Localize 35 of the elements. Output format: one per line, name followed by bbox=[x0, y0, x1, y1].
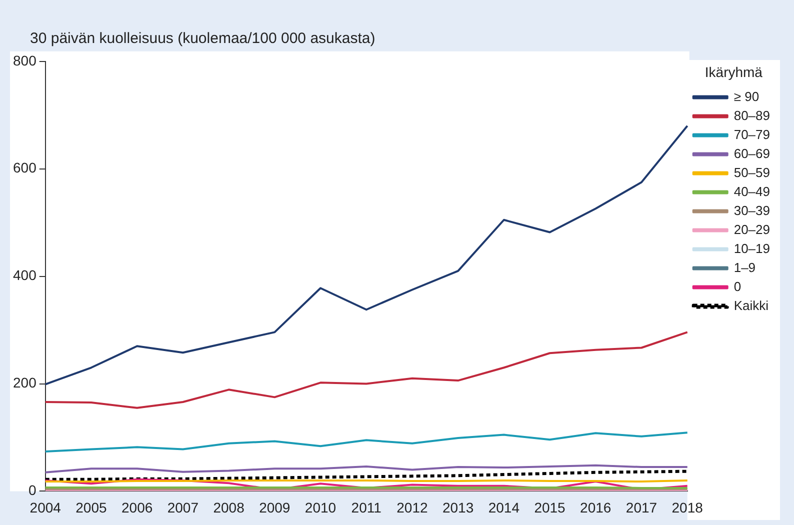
x-tick-label: 2012 bbox=[396, 499, 428, 516]
legend-label: 80–89 bbox=[734, 108, 770, 123]
legend-label: 40–49 bbox=[734, 184, 770, 199]
x-tick-label: 2006 bbox=[121, 499, 153, 516]
legend-label: 60–69 bbox=[734, 146, 770, 161]
y-tick-label: 800 bbox=[13, 52, 37, 68]
legend-label: 1–9 bbox=[734, 260, 756, 275]
x-tick-label: 2015 bbox=[534, 499, 566, 516]
legend-title: Ikäryhmä bbox=[704, 64, 763, 80]
legend-label: 50–59 bbox=[734, 164, 770, 180]
legend-label: ≥ 90 bbox=[734, 88, 760, 104]
x-tick-label: 2008 bbox=[213, 499, 245, 516]
line-series bbox=[44, 470, 689, 481]
legend-label: 10–19 bbox=[734, 240, 770, 256]
legend-label: 20–29 bbox=[734, 222, 770, 237]
x-tick-label: 2007 bbox=[167, 499, 199, 516]
y-tick-label: 0 bbox=[28, 482, 37, 498]
x-tick-label: 2016 bbox=[580, 499, 612, 516]
x-tick-label: 2013 bbox=[442, 499, 474, 516]
x-tick-label: 2005 bbox=[76, 499, 107, 516]
x-tick-label: 2011 bbox=[351, 499, 382, 516]
legend-label: Kaikki bbox=[734, 298, 769, 313]
legend-label: 70–79 bbox=[734, 126, 770, 142]
x-tick-label: 2014 bbox=[488, 499, 520, 516]
legend-label: 0 bbox=[734, 278, 742, 294]
legend-label: 30–39 bbox=[734, 202, 770, 218]
y-tick-label: 400 bbox=[13, 267, 37, 284]
chart-title: 30 päivän kuolleisuus (kuolemaa/100 000 asukasta) bbox=[30, 30, 376, 47]
x-tick-label: 2017 bbox=[626, 499, 658, 516]
x-tick-label: 2010 bbox=[304, 499, 336, 516]
x-tick-label: 2018 bbox=[672, 499, 704, 516]
x-tick-label: 2004 bbox=[30, 499, 62, 516]
y-tick-label: 600 bbox=[13, 160, 37, 176]
x-tick-label: 2009 bbox=[259, 499, 290, 516]
y-tick-label: 200 bbox=[13, 374, 37, 391]
